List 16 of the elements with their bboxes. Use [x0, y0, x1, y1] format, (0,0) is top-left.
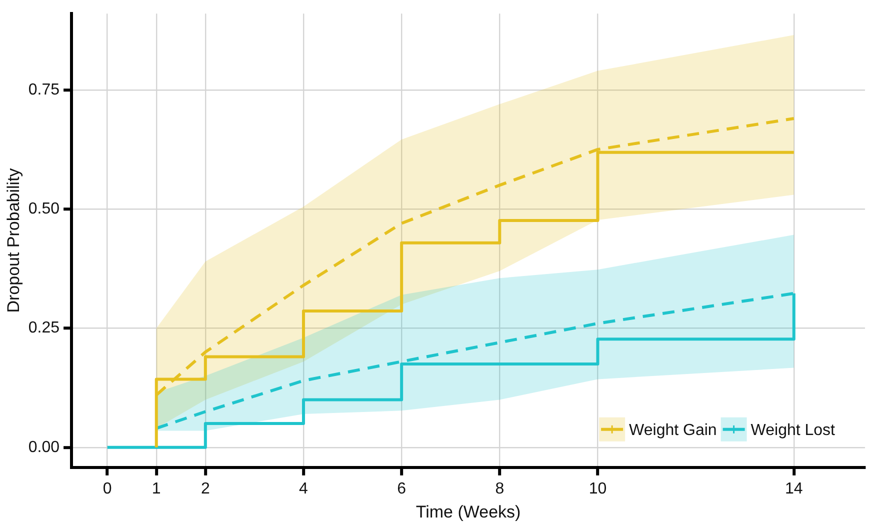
x-tick-label: 0	[102, 480, 112, 498]
y-tick-label: 0.50	[28, 200, 60, 218]
x-tick-label: 6	[397, 480, 406, 498]
x-tick-label: 14	[784, 480, 803, 498]
y-axis-title: Dropout Probability	[4, 168, 23, 313]
x-tick-label: 4	[299, 480, 308, 498]
x-axis-title: Time (Weeks)	[416, 502, 521, 522]
x-tick-label: 2	[200, 480, 210, 498]
y-tick-label: 0.00	[28, 438, 60, 456]
x-tick-label: 1	[152, 480, 161, 498]
x-tick-label: 10	[588, 480, 607, 498]
legend-label: Weight Lost	[750, 422, 836, 439]
y-tick-label: 0.25	[28, 320, 60, 337]
x-tick-label: 8	[495, 480, 504, 498]
y-tick-label: 0.75	[28, 81, 60, 98]
legend-label: Weight Gain	[629, 422, 717, 439]
